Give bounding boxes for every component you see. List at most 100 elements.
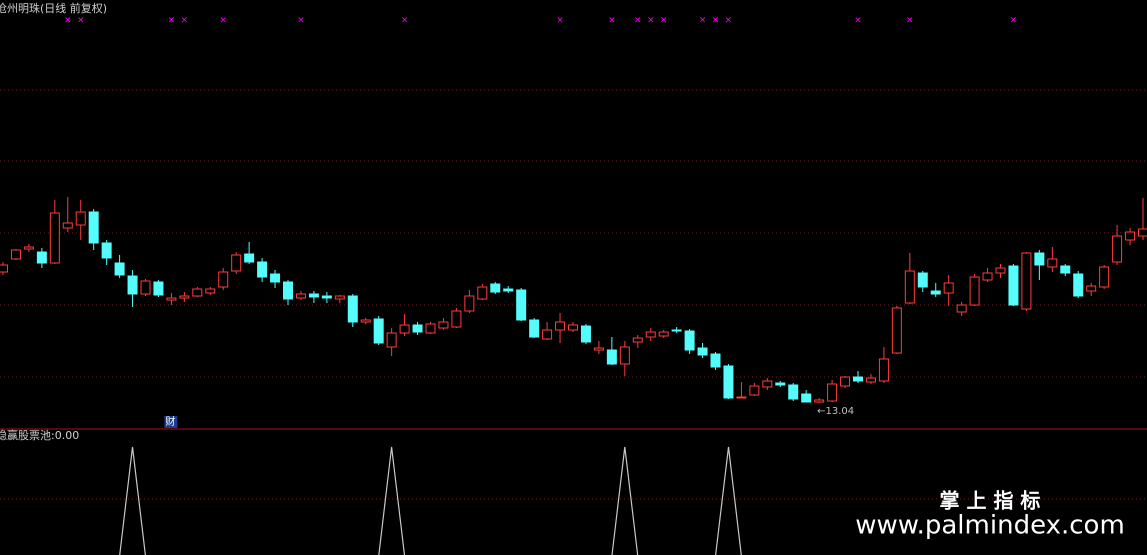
candle-body [930,290,941,295]
signal-marker: × [219,16,227,26]
candle-body [1138,228,1147,237]
candle-body [1034,252,1045,266]
candle-body [1008,265,1019,306]
low-annotation: ←13.04 [817,406,854,417]
signal-marker: × [608,16,616,26]
candle-body [347,295,358,323]
candle-body [995,267,1006,274]
candle-body [775,382,786,386]
candle-body [49,212,60,264]
candle-body [1021,252,1032,310]
candle-body [904,270,915,304]
candle-body [218,271,229,288]
candle-body [723,365,734,399]
candle-body [308,293,319,298]
candle-body [438,321,449,329]
signal-marker: × [181,16,189,26]
candle-body [956,304,967,313]
candle-body [710,353,721,368]
candle-body [568,324,578,331]
watermark-url: www.palmindex.com [855,511,1125,541]
candle-body [88,211,99,244]
candle-body [62,222,73,229]
candle-body [244,253,255,263]
signal-marker: × [77,16,85,26]
candle-body [179,295,190,299]
candle-body [606,349,617,365]
signal-marker: × [699,16,707,26]
candle-body [36,251,47,264]
signal-marker: × [660,16,668,26]
finance-marker-bg [164,416,178,428]
candle-body [943,282,954,294]
candle-body [114,262,125,276]
candle-body [166,297,177,301]
candle-body [283,281,293,300]
candle-body [1125,231,1136,241]
candle-body [619,346,630,365]
candle-body [75,211,86,226]
candle-body [917,272,928,288]
candle-body [645,331,656,338]
candle-body [334,295,345,300]
candle-body [257,261,268,278]
candle-body [982,272,993,281]
candle-body [632,337,643,343]
finance-marker: 财 [165,415,175,428]
candle-body [1047,258,1058,268]
signal-marker: × [906,16,914,26]
candle-body [321,295,332,299]
candle-body [840,376,851,387]
candle-body [373,318,384,344]
candle-body [490,283,501,293]
candle-body [542,329,553,340]
candle-body [477,286,488,300]
candle-body [788,384,799,400]
candle-body [360,319,371,323]
candle-body [1086,285,1097,292]
signal-marker: × [634,16,642,26]
candle-body [865,377,876,383]
candle-body [295,293,306,299]
candle-body [671,329,682,332]
candle-body [762,380,773,388]
candle-body [1112,235,1123,263]
indicator-header: 稳赢股票池:0.00 [0,428,79,442]
signal-marker: × [556,16,564,26]
candle-body [464,295,475,312]
candle-body [969,276,980,306]
candle-body [412,324,423,333]
candle-body [593,347,604,351]
candle-body [23,246,34,250]
candle-body [814,399,825,403]
candle-body [684,330,695,351]
candle-body [127,275,138,295]
candle-body [1099,266,1110,288]
candle-body [658,331,669,337]
signal-marker: × [168,16,176,26]
signal-marker: × [854,16,862,26]
candle-body [192,288,203,297]
candle-body [1073,273,1084,297]
indicator-value: 0.00 [55,429,80,442]
candle-body [749,385,760,396]
candle-body [451,310,462,328]
candle-body [555,321,566,331]
candle-body [386,332,397,348]
chart-title: 沧州明珠(日线 前复权) [0,1,107,15]
candle-body [853,376,863,382]
signal-marker: × [725,16,733,26]
signal-marker: × [64,16,72,26]
signal-marker: × [647,16,655,26]
signal-marker: × [1010,16,1018,26]
candle-body [697,347,708,356]
candle-body [0,264,8,273]
candle-body [516,289,527,321]
candle-body [580,325,591,343]
candle-body [736,396,747,399]
signal-marker: × [712,16,720,26]
candle-body [529,319,540,338]
candle-body [503,288,514,292]
candle-body [231,254,242,272]
